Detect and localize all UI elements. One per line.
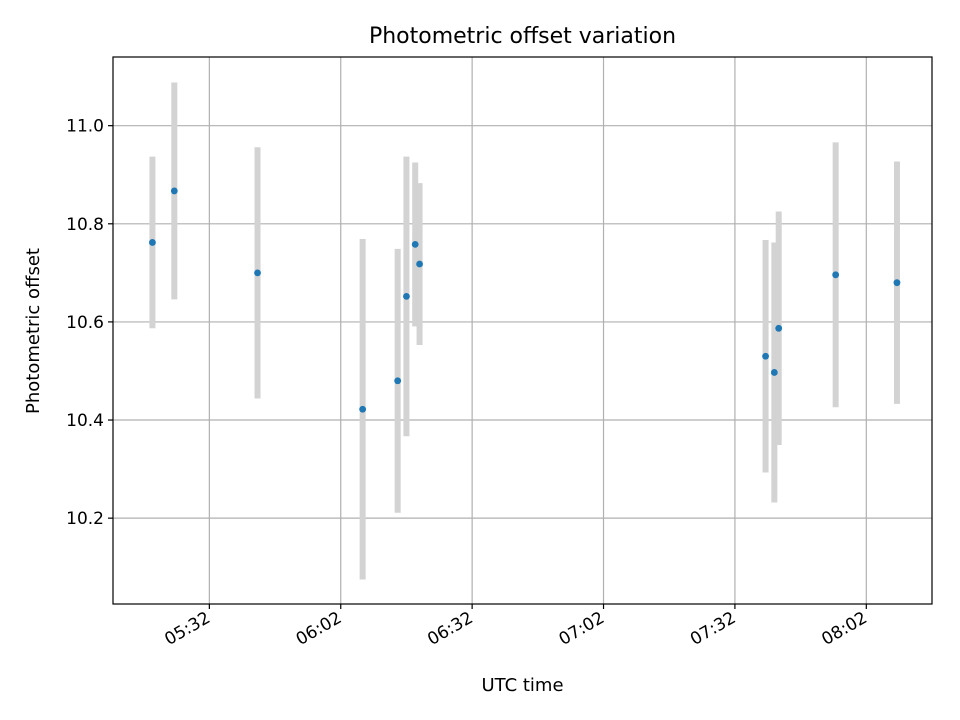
plot-frame: [112, 56, 933, 605]
data-point: [775, 324, 783, 332]
grid-layer: [113, 57, 932, 604]
point-layer: [149, 187, 901, 413]
data-point: [403, 293, 410, 300]
y-axis-label: Photometric offset: [23, 248, 44, 414]
data-point: [359, 405, 367, 413]
data-point: [832, 271, 840, 279]
data-point: [394, 377, 402, 385]
y-tick-label: 11.0: [66, 117, 104, 137]
x-axis-label: UTC time: [481, 675, 563, 696]
data-point: [411, 241, 419, 248]
chart-title: Photometric offset variation: [369, 24, 676, 49]
data-point: [254, 269, 261, 277]
data-point: [416, 260, 423, 268]
data-point: [893, 279, 901, 287]
y-tick-label: 10.6: [66, 313, 104, 333]
y-tick-label: 10.2: [66, 509, 104, 529]
data-point: [762, 352, 769, 360]
y-tick-label: 10.4: [66, 411, 104, 431]
data-point: [170, 187, 178, 195]
data-point: [770, 369, 778, 376]
data-point: [149, 239, 156, 246]
y-tick-label: 10.8: [66, 215, 104, 235]
